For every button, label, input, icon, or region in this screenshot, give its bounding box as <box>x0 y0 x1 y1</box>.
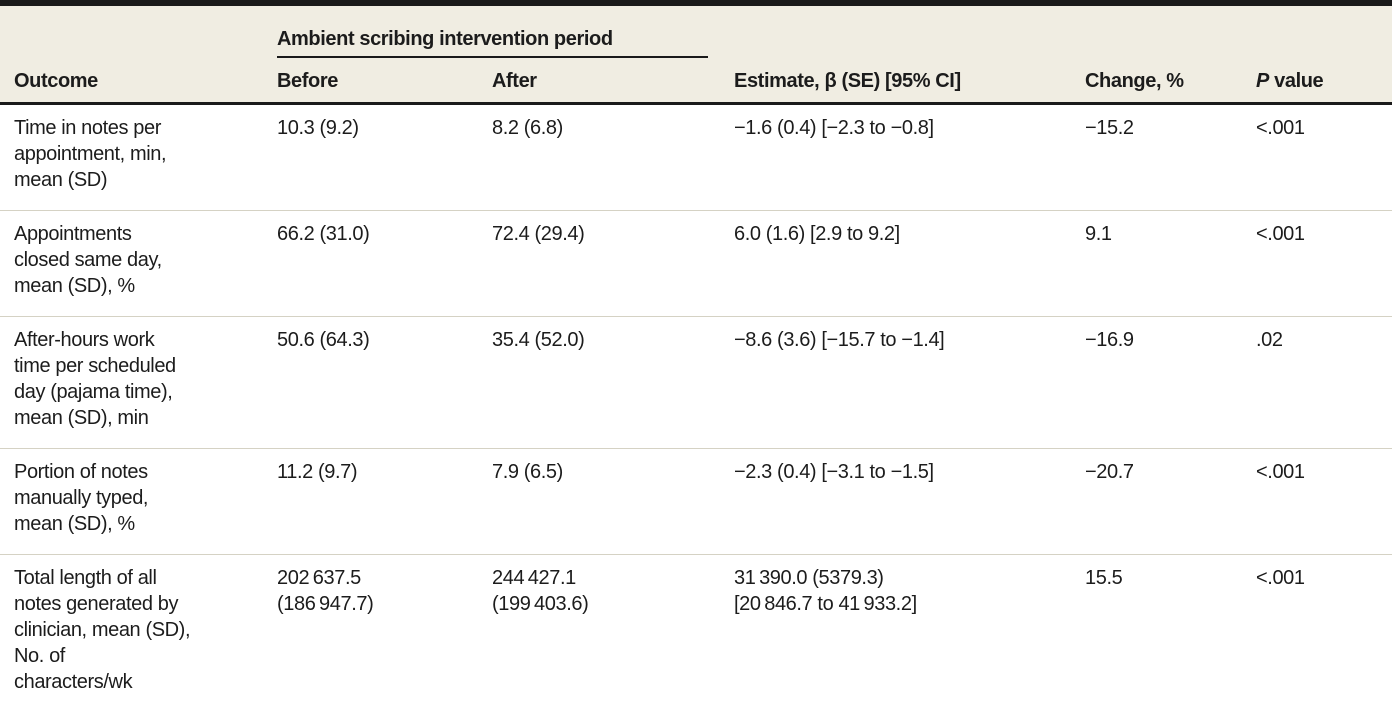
before-cell: 66.2 (31.0) <box>277 222 370 245</box>
p-value-cell: .02 <box>1256 328 1283 351</box>
outcome-cell: Time in notes per appointment, min, mean… <box>14 116 167 191</box>
outcome-cell: Appointments closed same day, mean (SD),… <box>14 222 162 297</box>
column-header-outcome: Outcome <box>14 69 98 92</box>
before-cell: 50.6 (64.3) <box>277 328 370 351</box>
outcomes-table: Ambient scribing intervention period Out… <box>0 6 1392 704</box>
spanner-spacer <box>0 6 277 58</box>
table-row: Portion of notes manually typed, mean (S… <box>0 448 1392 554</box>
estimate-cell: −1.6 (0.4) [−2.3 to −0.8] <box>734 116 934 139</box>
table-row: Time in notes per appointment, min, mean… <box>0 103 1392 210</box>
spanner-row: Ambient scribing intervention period <box>0 6 1392 58</box>
table-row: Total length of all notes generated by c… <box>0 554 1392 704</box>
table-row: Appointments closed same day, mean (SD),… <box>0 210 1392 316</box>
table-header: Ambient scribing intervention period Out… <box>0 6 1392 103</box>
p-value-cell: <.001 <box>1256 566 1305 589</box>
after-cell: 35.4 (52.0) <box>492 328 585 351</box>
change-cell: −20.7 <box>1085 460 1134 483</box>
spanner-spacer <box>1256 6 1392 58</box>
column-header-row: Outcome Before After Estimate, β (SE) [9… <box>0 58 1392 103</box>
spanner-cell: Ambient scribing intervention period <box>277 6 734 58</box>
p-value-cell: <.001 <box>1256 222 1305 245</box>
outcome-cell: After-hours work time per scheduled day … <box>14 328 176 429</box>
change-cell: −16.9 <box>1085 328 1134 351</box>
column-header-estimate: Estimate, β (SE) [95% CI] <box>734 69 961 92</box>
change-cell: 15.5 <box>1085 566 1123 589</box>
table-top-rule <box>0 0 1392 6</box>
p-value-rest: value <box>1268 69 1324 92</box>
spanner-spacer <box>1085 6 1256 58</box>
spanner-header: Ambient scribing intervention period <box>277 28 709 58</box>
outcome-cell: Total length of all notes generated by c… <box>14 566 191 693</box>
estimate-cell: 31 390.0 (5379.3) [20 846.7 to 41 933.2] <box>734 566 917 615</box>
after-cell: 244 427.1 (199 403.6) <box>492 566 589 615</box>
estimate-cell: −2.3 (0.4) [−3.1 to −1.5] <box>734 460 934 483</box>
column-header-p-value: P value <box>1256 58 1392 103</box>
p-value-italic: P <box>1256 69 1269 92</box>
change-cell: −15.2 <box>1085 116 1134 139</box>
after-cell: 8.2 (6.8) <box>492 116 563 139</box>
column-header-before: Before <box>277 69 338 92</box>
before-cell: 11.2 (9.7) <box>277 460 358 483</box>
outcome-cell: Portion of notes manually typed, mean (S… <box>14 460 149 535</box>
table-body: Time in notes per appointment, min, mean… <box>0 103 1392 704</box>
p-value-cell: <.001 <box>1256 116 1305 139</box>
change-cell: 9.1 <box>1085 222 1112 245</box>
table-row: After-hours work time per scheduled day … <box>0 316 1392 448</box>
p-value-cell: <.001 <box>1256 460 1305 483</box>
column-header-after: After <box>492 69 537 92</box>
after-cell: 72.4 (29.4) <box>492 222 585 245</box>
spanner-spacer <box>734 6 1085 58</box>
estimate-cell: 6.0 (1.6) [2.9 to 9.2] <box>734 222 900 245</box>
column-header-change: Change, % <box>1085 69 1184 92</box>
estimate-cell: −8.6 (3.6) [−15.7 to −1.4] <box>734 328 945 351</box>
before-cell: 10.3 (9.2) <box>277 116 359 139</box>
after-cell: 7.9 (6.5) <box>492 460 563 483</box>
before-cell: 202 637.5 (186 947.7) <box>277 566 374 615</box>
